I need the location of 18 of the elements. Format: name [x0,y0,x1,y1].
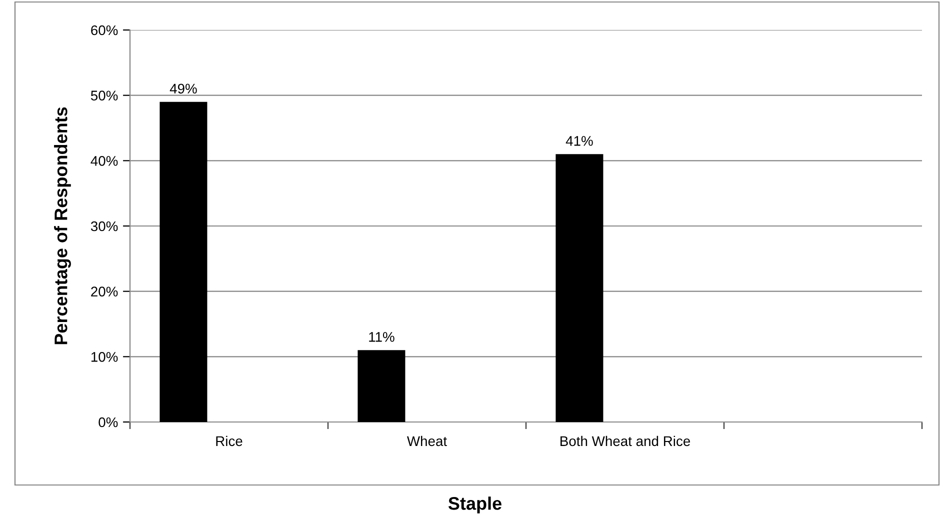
x-axis-title: Staple [448,496,502,514]
y-tick-label: 40% [90,156,118,166]
data-label: 11% [369,332,394,342]
x-tick-label: Both Wheat and Rice [560,436,690,446]
bar [358,350,406,422]
y-tick-label: 10% [91,352,118,362]
y-tick-label: 20% [91,286,118,297]
y-tick-label: 30% [90,221,118,232]
x-tick-label: Rice [216,436,242,446]
y-tick-label: 0% [98,417,118,428]
y-axis-title: Percentage of Respondents [54,107,71,344]
y-tick-label: 50% [90,90,118,101]
bar [556,154,604,422]
x-tick-label: Wheat [406,436,447,446]
bar [160,102,208,422]
data-label: 41% [566,136,593,146]
y-tick-label: 60% [91,25,118,36]
data-label: 49% [170,84,197,94]
